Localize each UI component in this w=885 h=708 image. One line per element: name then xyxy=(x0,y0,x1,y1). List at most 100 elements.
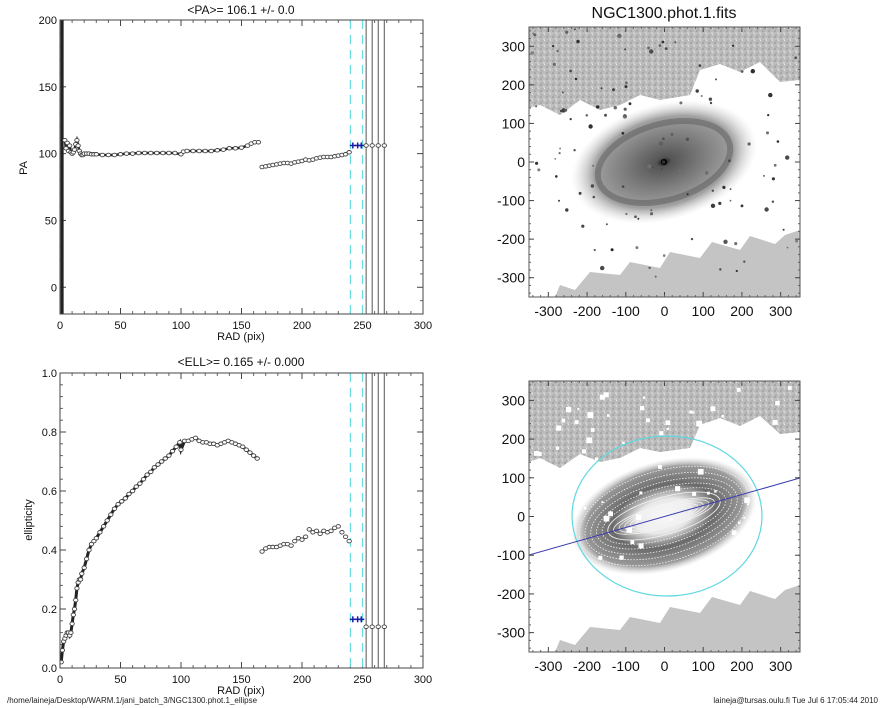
star xyxy=(734,242,738,246)
inner-pa-scatter xyxy=(60,20,64,314)
masked-star xyxy=(565,406,572,413)
star xyxy=(569,118,572,121)
masked-star xyxy=(752,560,758,566)
star xyxy=(623,107,627,111)
y-tick-label: 300 xyxy=(502,392,526,408)
masked-star xyxy=(601,501,604,504)
x-tick-label: 100 xyxy=(692,303,716,319)
star xyxy=(600,265,605,271)
masked-star xyxy=(670,518,673,521)
y-tick-label: 200 xyxy=(39,15,57,27)
timestamp-label: laineja@tursas.oulu.fi Tue Jul 6 17:05:4… xyxy=(713,696,878,705)
data-point xyxy=(259,549,265,554)
x-tick-label: 300 xyxy=(414,320,432,332)
star xyxy=(558,199,560,202)
masked-star xyxy=(696,420,703,427)
ell-xlabel: RAD (pix) xyxy=(217,685,265,697)
data-point xyxy=(240,444,246,450)
star xyxy=(794,56,797,59)
data-point xyxy=(254,456,260,461)
star xyxy=(612,88,615,92)
data-point xyxy=(135,150,142,156)
star xyxy=(617,33,622,39)
masked-star xyxy=(655,578,661,585)
x-tick-label: -100 xyxy=(612,303,640,319)
star xyxy=(722,185,726,189)
data-point xyxy=(86,547,92,553)
data-point xyxy=(151,465,158,470)
data-point xyxy=(160,150,166,156)
masked-star xyxy=(646,418,650,423)
masked-region-bottom xyxy=(529,230,800,297)
star xyxy=(705,171,709,175)
ell-frame xyxy=(59,372,424,669)
star xyxy=(740,70,744,73)
star xyxy=(729,199,732,202)
masked-star xyxy=(537,451,542,457)
star xyxy=(728,159,731,163)
star xyxy=(750,69,755,74)
star xyxy=(585,114,589,117)
star xyxy=(592,164,595,167)
star xyxy=(648,266,651,270)
data-point xyxy=(375,624,381,629)
masked-star xyxy=(714,490,717,493)
star xyxy=(556,49,559,53)
star xyxy=(679,101,683,105)
star xyxy=(533,33,537,37)
x-tick-label: -300 xyxy=(534,303,562,319)
data-point xyxy=(192,435,199,441)
star xyxy=(732,44,735,47)
data-point xyxy=(232,146,239,151)
data-point xyxy=(81,565,87,570)
y-tick-label: 0.0 xyxy=(42,663,57,675)
data-point xyxy=(335,524,341,529)
star xyxy=(708,97,713,101)
isophote xyxy=(635,505,693,527)
masked-star xyxy=(556,425,562,431)
star xyxy=(569,69,572,73)
masked-star xyxy=(738,466,743,471)
star xyxy=(634,215,637,218)
data-point xyxy=(60,659,64,665)
x-tick-label: 100 xyxy=(172,320,190,332)
y-tick-label: 0.8 xyxy=(42,427,57,439)
y-tick-label: 1.0 xyxy=(42,368,57,380)
y-tick-label: -100 xyxy=(497,193,525,209)
masked-star xyxy=(696,576,702,582)
star xyxy=(649,212,654,216)
data-point xyxy=(73,597,79,603)
star xyxy=(635,246,639,250)
pa-plot: <PA>= 106.1 +/- 0.0 PA RAD (pix) 0 50 100 1… xyxy=(18,3,432,343)
star xyxy=(771,177,776,181)
star xyxy=(537,168,541,172)
data-point xyxy=(129,488,136,494)
data-point xyxy=(99,152,106,158)
star xyxy=(573,28,576,31)
star xyxy=(767,114,770,117)
image-frame xyxy=(528,26,801,298)
masked-star xyxy=(710,406,716,412)
data-point xyxy=(79,571,85,576)
masked-star xyxy=(582,449,587,454)
star xyxy=(719,268,722,271)
masked-star xyxy=(738,521,741,524)
masked-star xyxy=(741,543,745,548)
isophote xyxy=(618,499,710,533)
y-tick-label: 0 xyxy=(517,509,525,525)
data-point xyxy=(178,447,184,452)
star xyxy=(555,175,558,178)
masked-region-bottom xyxy=(529,585,800,652)
y-tick-label: 0 xyxy=(517,154,525,170)
star xyxy=(729,188,732,191)
masked-star xyxy=(721,415,724,418)
masked-star xyxy=(787,386,792,390)
data-point xyxy=(208,148,214,154)
x-tick-label: 300 xyxy=(414,674,432,686)
data-point xyxy=(375,143,381,148)
star xyxy=(786,246,789,249)
star xyxy=(698,64,702,67)
data-point xyxy=(292,538,298,544)
star xyxy=(710,203,716,208)
